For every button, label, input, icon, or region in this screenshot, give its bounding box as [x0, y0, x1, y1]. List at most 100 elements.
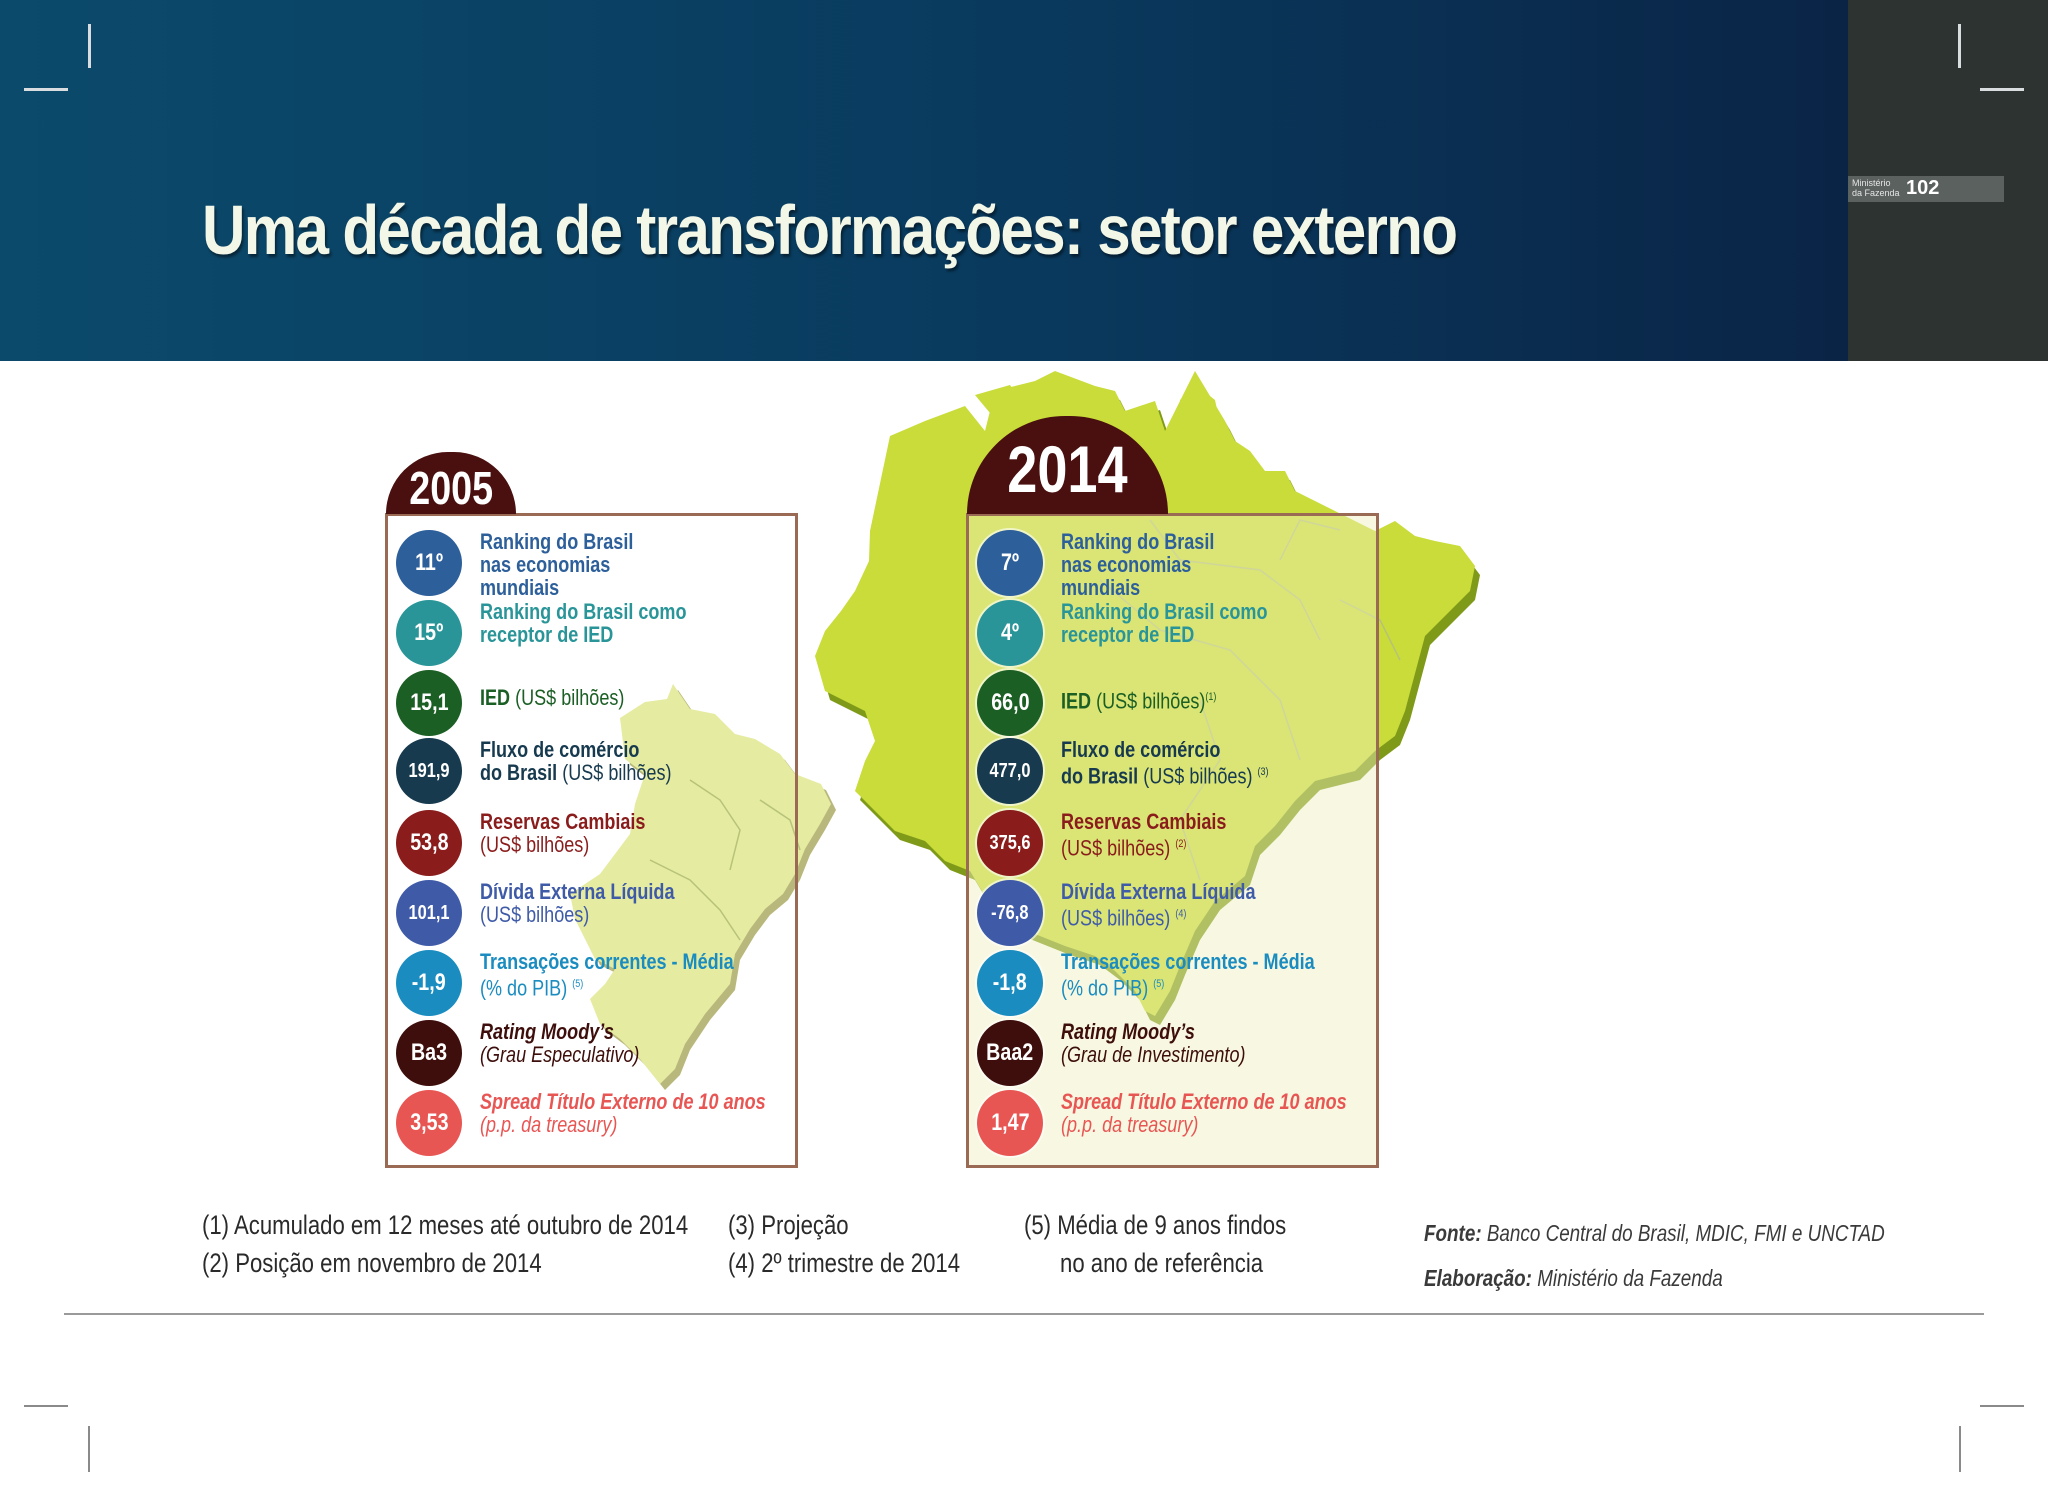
- indicator-value: 15,1: [409, 689, 449, 716]
- ministry-mini-label: Ministério da Fazenda: [1852, 178, 1912, 198]
- indicator-unit: (US$ bilhões): [1091, 688, 1206, 714]
- indicator-value-circle: 375,6: [977, 810, 1043, 876]
- crop-mark: [1980, 88, 2024, 91]
- indicator-label-line-2: nas economias: [480, 552, 611, 577]
- indicator-row: Baa2 Rating Moody’s (Grau de Investimento): [977, 1020, 1377, 1090]
- indicator-value-circle: 53,8: [396, 810, 462, 876]
- indicator-label: Ranking do Brasil como receptor de IED: [1061, 600, 1356, 646]
- footnote-ref: (4): [1175, 908, 1187, 920]
- indicator-label-line-2: do Brasil: [480, 760, 558, 785]
- indicator-label: IED (US$ bilhões): [480, 686, 775, 709]
- indicator-unit: (US$ bilhões): [510, 685, 625, 710]
- indicator-label-line-3: mundiais: [1061, 575, 1141, 600]
- indicator-row: 3,53 Spread Título Externo de 10 anos (p.p…: [396, 1090, 796, 1160]
- indicator-label-line-1: Fluxo de comércio: [1061, 737, 1221, 762]
- footnote-1: (1) Acumulado em 12 meses até outubro de…: [202, 1210, 689, 1240]
- indicator-label-line-1: Ranking do Brasil como: [1061, 599, 1268, 624]
- indicator-value: Ba3: [410, 1039, 448, 1066]
- indicator-value: 375,6: [989, 832, 1031, 854]
- page-number: 102: [1906, 177, 1940, 199]
- indicator-label: Transações correntes - Média (% do PIB) (…: [1061, 950, 1356, 999]
- indicator-label-line-2: (% do PIB): [480, 975, 568, 1001]
- indicator-label-line-1: Reservas Cambiais: [1061, 809, 1227, 834]
- indicator-row: 1,47 Spread Título Externo de 10 anos (p.p…: [977, 1090, 1377, 1160]
- indicator-value-circle: 1,47: [977, 1090, 1043, 1156]
- bottom-rule: [64, 1313, 1984, 1315]
- indicator-unit: (US$ bilhões): [1138, 763, 1253, 789]
- indicator-label-line-2: (US$ bilhões): [480, 832, 590, 857]
- indicator-label-line-2: (US$ bilhões): [480, 902, 590, 927]
- crop-mark: [24, 1405, 68, 1407]
- indicator-value-circle: -1,9: [396, 950, 462, 1016]
- indicator-label-line-1: Ranking do Brasil: [480, 529, 634, 554]
- footnote-ref: (3): [1257, 766, 1269, 778]
- indicator-value-circle: 15º: [396, 600, 462, 666]
- page-badge: Ministério da Fazenda 102: [1848, 176, 2004, 202]
- indicator-value-circle: Baa2: [977, 1020, 1043, 1086]
- indicator-label: Dívida Externa Líquida (US$ bilhões): [480, 880, 775, 926]
- indicator-value: 66,0: [990, 689, 1030, 716]
- indicator-row: 4º Ranking do Brasil como receptor de IED: [977, 600, 1377, 670]
- indicator-value: 11º: [414, 549, 443, 576]
- indicator-row: 7º Ranking do Brasil nas economias mundiais: [977, 530, 1377, 600]
- elaboration-line: Elaboração: Ministério da Fazenda: [1424, 1265, 1723, 1292]
- indicator-label-line-2: receptor de IED: [1061, 622, 1195, 647]
- indicator-value: -76,8: [991, 902, 1029, 924]
- indicator-row: 15º Ranking do Brasil como receptor de IED: [396, 600, 796, 670]
- indicator-row: Ba3 Rating Moody’s (Grau Especulativo): [396, 1020, 796, 1090]
- source-label: Fonte:: [1424, 1220, 1482, 1246]
- indicator-label-line-2: (% do PIB): [1061, 975, 1149, 1001]
- indicator-label-line-1: Fluxo de comércio: [480, 737, 640, 762]
- indicator-value: 477,0: [989, 760, 1031, 782]
- crop-mark: [88, 24, 91, 68]
- footnote-ref: (1): [1205, 691, 1217, 703]
- indicator-value-circle: 11º: [396, 530, 462, 596]
- northern-outcrop: [975, 380, 1060, 425]
- footnote-2: (2) Posição em novembro de 2014: [202, 1248, 542, 1278]
- indicator-value: -1,9: [412, 969, 446, 996]
- elaboration-label: Elaboração:: [1424, 1265, 1532, 1291]
- indicator-label-line-3: mundiais: [480, 575, 560, 600]
- indicator-value: 3,53: [409, 1109, 449, 1136]
- indicator-label-line-2: receptor de IED: [480, 622, 614, 647]
- crop-mark: [88, 1426, 90, 1472]
- indicator-label-line-1: Rating Moody’s: [480, 1019, 614, 1044]
- footnote-ref: (5): [572, 978, 584, 990]
- indicator-row: -76,8 Dívida Externa Líquida (US$ bilhões)…: [977, 880, 1377, 950]
- indicator-label-line-1: Spread Título Externo de 10 anos: [1061, 1089, 1347, 1114]
- indicator-label-line-1: Rating Moody’s: [1061, 1019, 1195, 1044]
- indicator-value-circle: Ba3: [396, 1020, 462, 1086]
- indicator-row: -1,8 Transações correntes - Média (% do PI…: [977, 950, 1377, 1020]
- crop-mark: [1980, 1405, 2024, 1407]
- header-banner: [0, 0, 1848, 361]
- indicator-value: -1,8: [993, 969, 1027, 996]
- indicator-label-line-2: (US$ bilhões): [1061, 905, 1171, 931]
- elaboration-text: Ministério da Fazenda: [1531, 1265, 1723, 1291]
- source-text: Banco Central do Brasil, MDIC, FMI e UNC…: [1481, 1220, 1885, 1246]
- footnote-ref: (2): [1175, 838, 1187, 850]
- ministry-line-1: Ministério: [1852, 178, 1891, 188]
- indicator-label: Spread Título Externo de 10 anos (p.p. da…: [1061, 1090, 1356, 1136]
- footnote-5-line-2: no ano de referência: [1060, 1248, 1264, 1278]
- indicator-label: Rating Moody’s (Grau de Investimento): [1061, 1020, 1356, 1066]
- indicator-label: Fluxo de comércio do Brasil (US$ bilhões): [480, 738, 775, 784]
- ministry-line-2: da Fazenda: [1852, 188, 1900, 198]
- indicator-label-line-1: Dívida Externa Líquida: [1061, 879, 1256, 904]
- indicator-value-circle: 4º: [977, 600, 1043, 666]
- indicator-label-line-1: Ranking do Brasil: [1061, 529, 1215, 554]
- indicator-label-line-2: (p.p. da treasury): [1061, 1112, 1199, 1137]
- indicator-label-line-1: IED: [1061, 688, 1092, 714]
- state-borders: [649, 519, 1401, 941]
- page-title: Uma década de transformações: setor exte…: [202, 191, 1458, 269]
- indicator-label: Dívida Externa Líquida (US$ bilhões) (4): [1061, 880, 1356, 929]
- indicator-label-line-2: (Grau Especulativo): [480, 1042, 640, 1067]
- indicator-label: Transações correntes - Média (% do PIB) (…: [480, 950, 775, 999]
- indicator-value-circle: 477,0: [977, 738, 1043, 804]
- indicator-value: 1,47: [990, 1109, 1030, 1136]
- indicator-value: 101,1: [408, 902, 450, 924]
- footnote-4: (4) 2º trimestre de 2014: [728, 1248, 961, 1278]
- indicator-label-line-2: nas economias: [1061, 552, 1192, 577]
- indicator-value: 53,8: [409, 829, 449, 856]
- indicator-label-line-1: Spread Título Externo de 10 anos: [480, 1089, 766, 1114]
- indicator-row: 53,8 Reservas Cambiais (US$ bilhões): [396, 810, 796, 880]
